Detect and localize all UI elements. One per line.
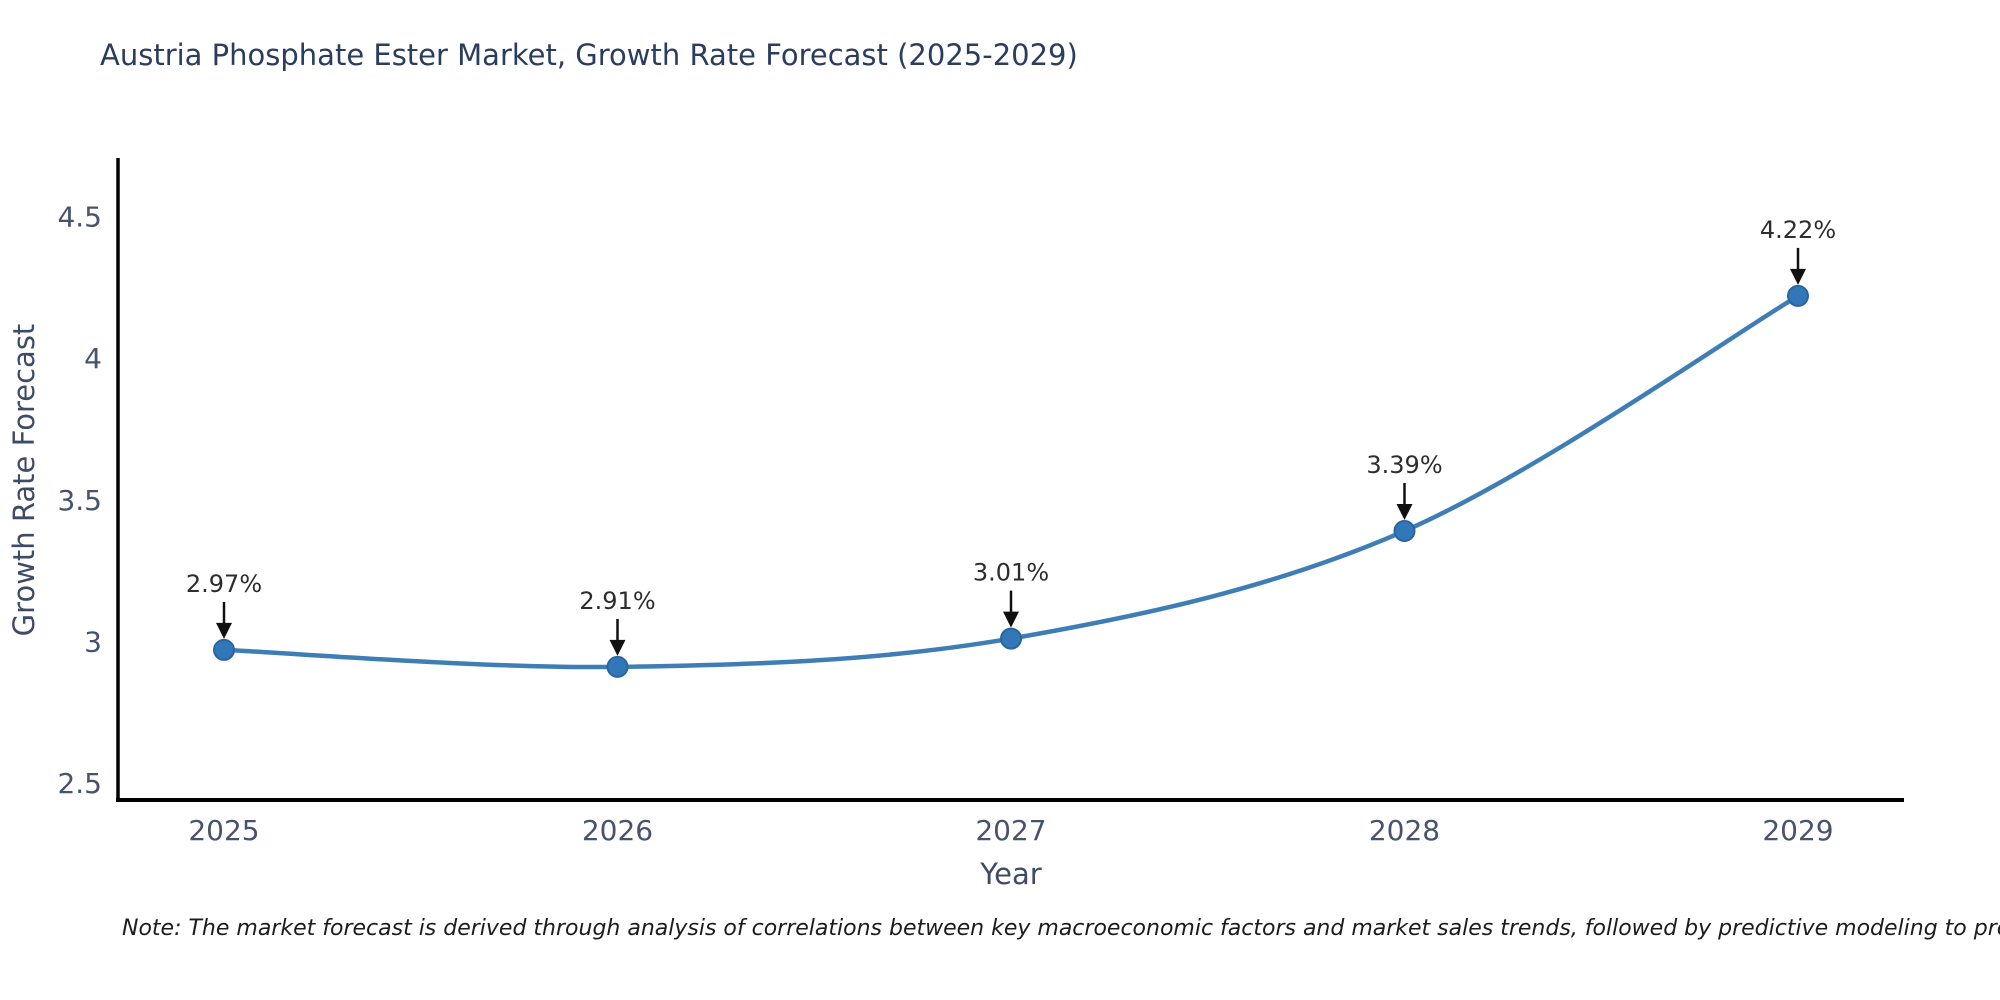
x-tick-label: 2025 — [188, 814, 259, 847]
x-tick-label: 2028 — [1369, 814, 1440, 847]
annotation-arrowhead-icon — [216, 622, 232, 639]
point-value-label: 3.39% — [1366, 451, 1442, 479]
x-tick-label: 2026 — [582, 814, 653, 847]
x-axis-tick-labels: 2025 2026 2027 2028 2029 — [188, 814, 1833, 847]
annotation-arrowhead-icon — [1396, 503, 1413, 520]
chart-note: Note: The market forecast is derived thr… — [122, 916, 2000, 941]
point-value-label: 2.91% — [579, 587, 655, 615]
x-tick-label: 2027 — [975, 814, 1046, 847]
annotation-arrowhead-icon — [1790, 268, 1806, 285]
x-axis-title: Year — [979, 857, 1041, 891]
data-point-2025[interactable] — [213, 638, 235, 661]
data-point-2029[interactable] — [1787, 284, 1809, 307]
point-value-label: 3.01% — [973, 559, 1049, 587]
x-tick-label: 2029 — [1762, 814, 1833, 847]
y-tick-label: 2.5 — [57, 767, 102, 800]
point-value-label: 4.22% — [1760, 216, 1836, 244]
y-tick-label: 3 — [84, 625, 102, 658]
y-tick-label: 4.5 — [57, 201, 102, 234]
growth-rate-series — [213, 284, 1809, 678]
annotation-arrowhead-icon — [1003, 611, 1019, 628]
data-point-2027[interactable] — [1000, 627, 1022, 650]
y-axis-tick-labels: 2.5 3 3.5 4 4.5 — [57, 201, 102, 800]
annotation-arrowhead-icon — [609, 639, 626, 656]
y-axis-title: Growth Rate Forecast — [7, 324, 41, 637]
point-value-label: 2.97% — [186, 570, 262, 598]
y-tick-label: 3.5 — [57, 484, 102, 517]
chart-title: Austria Phosphate Ester Market, Growth R… — [100, 38, 1078, 72]
data-point-2028[interactable] — [1393, 519, 1416, 542]
data-point-2026[interactable] — [606, 655, 629, 678]
point-annotations: 2.97% 2.91% 3.01% 3.39% 4.22% — [186, 216, 1836, 656]
y-tick-label: 4 — [84, 342, 102, 375]
